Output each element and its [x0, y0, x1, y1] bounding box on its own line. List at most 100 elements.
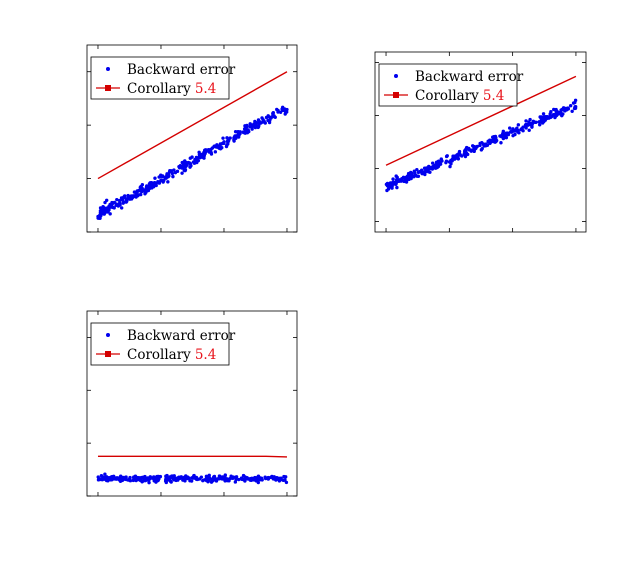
data-point: [117, 201, 122, 205]
data-point: [507, 126, 512, 130]
legend-entry: Backward error: [127, 328, 236, 344]
data-point: [243, 479, 247, 483]
data-point: [504, 135, 509, 140]
data-point: [278, 110, 283, 114]
data-point: [108, 212, 112, 216]
data-point: [128, 475, 132, 480]
data-point: [394, 178, 399, 182]
data-point: [416, 170, 421, 175]
data-point: [204, 475, 209, 480]
data-point: [485, 143, 490, 147]
data-point: [400, 177, 404, 181]
data-point: [213, 150, 218, 154]
data-point: [218, 474, 222, 479]
legend: Backward error Corollary 5.4: [90, 56, 236, 100]
data-point: [133, 477, 137, 482]
data-point: [253, 119, 257, 124]
legend-entry-name: Corollary: [415, 88, 479, 104]
data-point: [158, 474, 163, 479]
data-point: [106, 209, 110, 213]
data-point: [540, 121, 545, 125]
data-point: [234, 477, 238, 482]
legend-marker-square: [105, 85, 111, 91]
data-point: [540, 116, 544, 120]
data-point: [98, 206, 103, 210]
data-point: [275, 107, 279, 112]
data-point: [545, 115, 550, 119]
data-point: [282, 107, 287, 112]
data-point: [472, 149, 476, 154]
data-point: [134, 191, 138, 196]
plot-data: [384, 75, 578, 193]
data-point: [423, 166, 428, 171]
data-point: [385, 182, 389, 186]
data-point: [433, 163, 437, 167]
data-point: [568, 104, 573, 108]
reference-line: [97, 455, 288, 458]
legend-entry-name: Backward error: [127, 62, 236, 78]
data-point: [555, 111, 560, 115]
data-point: [123, 194, 127, 198]
data-point: [167, 170, 172, 174]
data-point: [428, 170, 432, 174]
data-point: [480, 146, 484, 151]
data-point: [133, 475, 137, 479]
data-point: [183, 479, 187, 483]
data-point: [107, 204, 111, 208]
data-point: [183, 168, 187, 173]
legend-entry-name: Corollary: [127, 347, 191, 363]
data-point: [444, 160, 448, 165]
data-point: [482, 144, 486, 148]
data-point: [524, 119, 528, 123]
data-point: [99, 209, 103, 214]
data-point: [180, 171, 184, 175]
legend-entry-name: Corollary: [127, 81, 191, 97]
data-point: [455, 153, 459, 157]
legend-marker-dot: [106, 333, 110, 337]
data-point: [164, 480, 168, 485]
reference-line: [385, 75, 577, 166]
data-point: [570, 109, 574, 113]
data-point: [527, 122, 532, 127]
data-point: [263, 475, 267, 479]
data-point: [220, 477, 225, 481]
data-point: [271, 111, 275, 116]
data-point: [188, 156, 192, 160]
data-point: [137, 188, 141, 193]
data-point: [516, 123, 521, 127]
reference-line: [97, 71, 288, 180]
legend-entry: Backward error: [127, 62, 236, 78]
data-point: [140, 480, 144, 484]
legend: Backward error Corollary 5.4: [90, 322, 236, 366]
data-point: [451, 156, 455, 160]
data-point: [510, 130, 514, 134]
data-point: [438, 160, 442, 165]
data-point: [218, 142, 223, 146]
data-point: [159, 179, 163, 183]
data-point: [552, 107, 556, 112]
data-point: [156, 180, 161, 185]
data-point: [165, 476, 169, 480]
chart-panel-2: Backward error Corollary 5.4: [374, 51, 587, 233]
data-point: [241, 473, 246, 478]
data-point: [571, 101, 576, 105]
data-point: [538, 123, 542, 127]
data-point: [250, 127, 254, 131]
data-point: [180, 160, 184, 165]
data-point: [110, 475, 114, 479]
data-point: [232, 135, 237, 139]
data-point: [250, 477, 254, 482]
legend-entry: Corollary 5.4: [415, 88, 504, 104]
data-point: [478, 143, 482, 148]
data-point: [566, 107, 571, 111]
data-point: [212, 144, 217, 148]
legend-box: [90, 322, 230, 366]
legend-marker-dot: [394, 74, 398, 78]
data-point: [409, 172, 413, 176]
data-point: [261, 117, 265, 122]
data-point: [254, 124, 259, 128]
data-point: [120, 198, 125, 202]
data-point: [253, 475, 257, 480]
data-point: [562, 108, 566, 112]
data-point: [194, 155, 199, 160]
